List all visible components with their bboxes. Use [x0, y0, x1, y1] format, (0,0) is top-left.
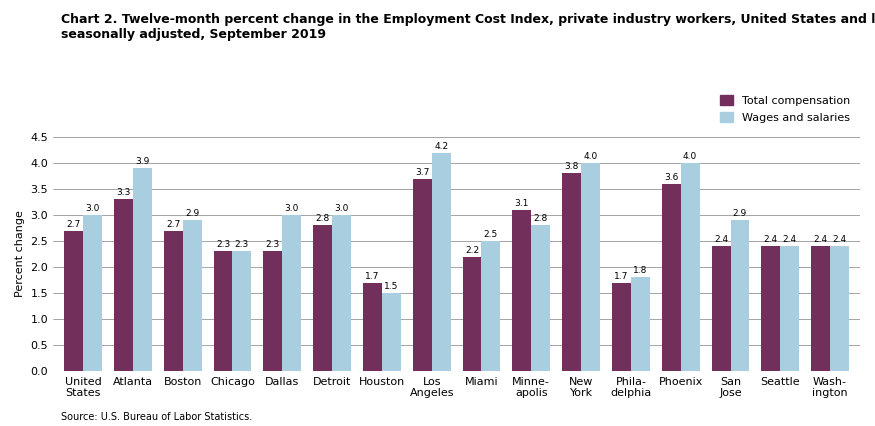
Bar — [233, 251, 251, 371]
Bar — [631, 277, 650, 371]
Text: 2.7: 2.7 — [66, 219, 80, 228]
Text: 1.7: 1.7 — [365, 271, 380, 281]
Text: 2.3: 2.3 — [234, 240, 249, 249]
Text: 3.9: 3.9 — [135, 157, 150, 166]
Text: Source: U.S. Bureau of Labor Statistics.: Source: U.S. Bureau of Labor Statistics. — [61, 412, 253, 422]
Bar — [382, 293, 401, 371]
Bar — [581, 163, 600, 371]
Bar — [64, 230, 83, 371]
Text: 4.0: 4.0 — [683, 152, 697, 161]
Text: 2.8: 2.8 — [316, 214, 330, 223]
Text: 2.4: 2.4 — [832, 235, 847, 244]
Bar — [313, 225, 332, 371]
Text: 3.1: 3.1 — [514, 199, 529, 208]
Bar — [662, 184, 681, 371]
Text: 2.3: 2.3 — [216, 240, 230, 249]
Bar — [413, 178, 431, 371]
Bar — [711, 246, 731, 371]
Text: 3.7: 3.7 — [415, 167, 430, 176]
Text: 2.2: 2.2 — [465, 245, 480, 255]
Bar — [830, 246, 849, 371]
Text: 2.9: 2.9 — [185, 209, 200, 218]
Bar — [481, 241, 500, 371]
Text: 3.0: 3.0 — [86, 204, 100, 213]
Text: 3.6: 3.6 — [664, 173, 678, 182]
Bar — [114, 199, 133, 371]
Text: 3.0: 3.0 — [284, 204, 299, 213]
Bar — [363, 282, 382, 371]
Bar — [531, 225, 550, 371]
Bar — [183, 220, 201, 371]
Text: 2.4: 2.4 — [714, 235, 728, 244]
Bar — [431, 153, 451, 371]
Legend: Total compensation, Wages and salaries: Total compensation, Wages and salaries — [715, 91, 855, 127]
Bar — [133, 168, 151, 371]
Text: 2.5: 2.5 — [484, 230, 498, 239]
Bar — [164, 230, 183, 371]
Bar — [513, 210, 531, 371]
Bar — [263, 251, 283, 371]
Text: 3.3: 3.3 — [116, 188, 130, 197]
Bar — [562, 173, 581, 371]
Bar — [283, 215, 301, 371]
Text: 1.7: 1.7 — [614, 271, 628, 281]
Text: 1.5: 1.5 — [384, 282, 398, 291]
Bar — [83, 215, 102, 371]
Bar — [811, 246, 830, 371]
Bar — [681, 163, 700, 371]
Bar — [214, 251, 233, 371]
Text: 2.4: 2.4 — [764, 235, 778, 244]
Text: 4.0: 4.0 — [584, 152, 598, 161]
Bar — [612, 282, 631, 371]
Text: 3.0: 3.0 — [334, 204, 349, 213]
Text: 2.4: 2.4 — [814, 235, 828, 244]
Text: Chart 2. Twelve-month percent change in the Employment Cost Index, private indus: Chart 2. Twelve-month percent change in … — [61, 13, 875, 41]
Text: 2.9: 2.9 — [733, 209, 747, 218]
Text: 1.8: 1.8 — [634, 266, 648, 275]
Text: 2.7: 2.7 — [166, 219, 180, 228]
Bar — [332, 215, 351, 371]
Bar — [731, 220, 749, 371]
Text: 2.8: 2.8 — [534, 214, 548, 223]
Bar — [463, 256, 481, 371]
Text: 3.8: 3.8 — [564, 162, 579, 171]
Y-axis label: Percent change: Percent change — [15, 210, 25, 297]
Text: 2.3: 2.3 — [266, 240, 280, 249]
Text: 4.2: 4.2 — [434, 141, 448, 150]
Bar — [780, 246, 799, 371]
Bar — [761, 246, 780, 371]
Text: 2.4: 2.4 — [783, 235, 797, 244]
